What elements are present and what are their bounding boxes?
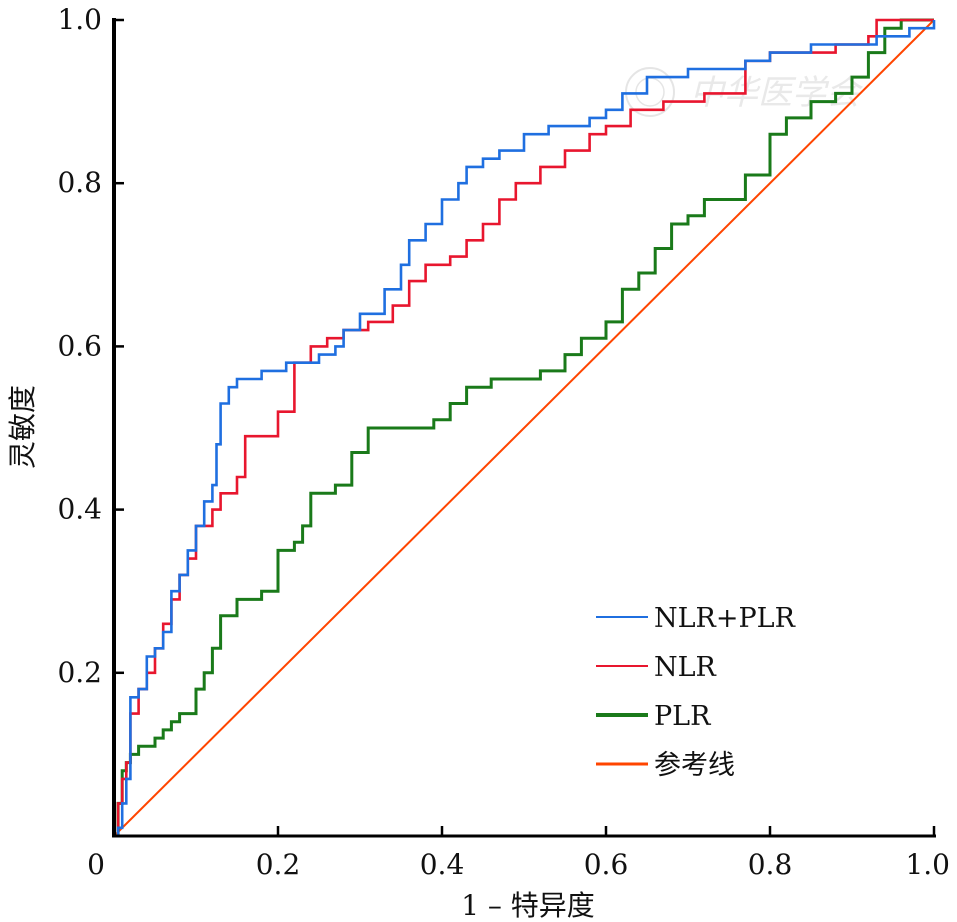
watermark-seal-inner: [635, 77, 665, 107]
x-axis-title: 1 – 特异度: [461, 889, 595, 922]
x-tick-label: 0.2: [256, 848, 301, 881]
legend-label: NLR: [654, 652, 717, 683]
x-tick-label: 0.8: [748, 848, 793, 881]
legend-label: NLR+PLR: [654, 603, 796, 634]
reference-line-layer: [113, 19, 935, 837]
legend-label: PLR: [654, 701, 711, 732]
y-axis-title: 灵敏度: [6, 385, 39, 469]
legend-label: 参考线: [654, 750, 735, 781]
x-ticks: 0 0.2 0.4 0.6 0.8 1.0: [87, 826, 950, 881]
x-tick-label: 0: [87, 848, 105, 881]
y-tick-label: 1.0: [57, 3, 102, 36]
x-tick-label: 0.6: [584, 848, 629, 881]
watermark-seal: [625, 67, 675, 117]
series-layer: [114, 18, 936, 838]
y-tick-label: 0.2: [57, 656, 102, 689]
series-nlr-plr-line: [114, 20, 936, 838]
y-tick-label: 0.4: [57, 493, 102, 526]
x-tick-label: 0.4: [420, 848, 465, 881]
series-plr-line: [114, 18, 934, 838]
y-tick-label: 0.6: [57, 329, 102, 362]
y-tick-label: 0.8: [57, 166, 102, 199]
y-ticks: 0.2 0.4 0.6 0.8 1.0: [57, 3, 124, 689]
legend: NLR+PLR NLR PLR 参考线: [596, 603, 796, 781]
x-tick-label: 1.0: [905, 848, 950, 881]
reference-line: [113, 19, 935, 837]
